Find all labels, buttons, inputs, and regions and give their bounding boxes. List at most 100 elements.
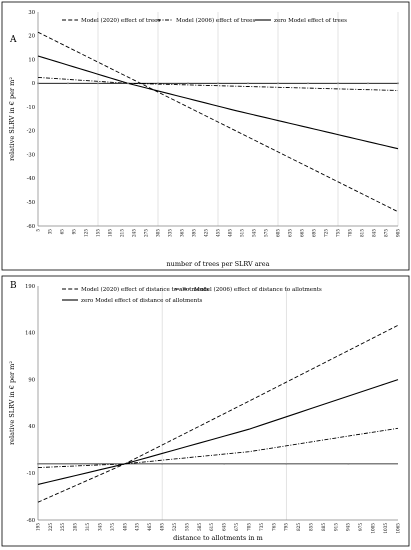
y-tick-label: -60 [27, 518, 35, 524]
y-tick-label: 10 [28, 57, 35, 63]
legend-label: zero Model effect of trees [274, 18, 347, 24]
x-tick-label: 605 [275, 229, 280, 237]
x-tick-label: 405 [122, 523, 127, 531]
series-line [37, 427, 399, 469]
x-axis-label: distance to allotments in m [173, 534, 263, 542]
x-tick-label: 275 [143, 229, 148, 237]
x-tick-label: 375 [110, 523, 115, 531]
y-tick-label: -50 [27, 200, 35, 206]
x-tick-label: 545 [251, 229, 256, 237]
x-tick-label: 1035 [383, 523, 388, 534]
x-tick-label: 305 [155, 229, 160, 237]
y-tick-label: -10 [27, 471, 35, 477]
x-tick-label: 615 [209, 523, 214, 531]
series-marker [223, 463, 226, 465]
x-tick-label: 695 [311, 229, 316, 237]
series-marker [67, 82, 69, 85]
x-tick-label: 885 [321, 523, 326, 531]
x-tick-label: 465 [147, 523, 152, 531]
y-tick-label: 190 [25, 284, 35, 290]
y-tick-label: -20 [27, 129, 35, 135]
x-tick-label: 345 [97, 523, 102, 531]
y-tick-label: -60 [27, 224, 35, 230]
y-tick-label: 30 [28, 10, 35, 16]
x-tick-label: 495 [160, 523, 165, 531]
x-tick-label: 365 [179, 229, 184, 237]
x-axis-label: number of trees per SLRV area [167, 260, 270, 268]
y-tick-label: 40 [28, 424, 35, 430]
legend-label: Model (2006) effect of distance to allot… [194, 286, 322, 293]
x-tick-label: 555 [184, 523, 189, 531]
x-tick-label: 515 [239, 229, 244, 237]
series-marker [285, 463, 288, 465]
x-tick-label: 5 [35, 229, 40, 232]
x-tick-label: 705 [246, 523, 251, 531]
y-axis-label: relative SLRV in € per m² [8, 77, 16, 161]
series-marker [157, 82, 159, 85]
series-marker [217, 82, 219, 85]
x-tick-label: 425 [203, 229, 208, 237]
x-tick-label: 485 [227, 229, 232, 237]
panel-frame [1, 1, 410, 271]
legend-label: Model (2020) effect of trees [81, 17, 160, 24]
x-tick-label: 455 [215, 229, 220, 237]
x-tick-label: 845 [371, 229, 376, 237]
y-axis-label: relative SLRV in € per m² [8, 361, 16, 445]
series-line [37, 55, 399, 150]
x-tick-label: 945 [346, 523, 351, 531]
x-tick-label: 645 [222, 523, 227, 531]
x-tick-label: 825 [296, 523, 301, 531]
x-tick-label: 395 [191, 229, 196, 237]
x-tick-label: 725 [323, 229, 328, 237]
y-tick-label: 20 [28, 34, 35, 40]
x-tick-label: 245 [131, 229, 136, 237]
x-tick-label: 255 [60, 523, 65, 531]
series-marker [397, 82, 399, 85]
x-tick-label: 675 [234, 523, 239, 531]
x-tick-label: 215 [119, 229, 124, 237]
x-tick-label: 225 [48, 523, 53, 531]
panel-letter: A [9, 35, 17, 45]
x-tick-label: 815 [359, 229, 364, 237]
panel-letter: B [10, 281, 17, 291]
series-marker [37, 463, 39, 465]
x-tick-label: 65 [59, 229, 64, 235]
x-tick-label: 435 [135, 523, 140, 531]
series-marker [161, 463, 163, 465]
series-marker [307, 82, 309, 85]
series-marker [187, 82, 189, 85]
x-tick-label: 315 [85, 523, 90, 531]
x-tick-label: 335 [167, 229, 172, 237]
series-marker [277, 82, 279, 85]
x-tick-label: 765 [271, 523, 276, 531]
y-tick-label: 90 [28, 377, 35, 383]
x-tick-label: 915 [333, 523, 338, 531]
x-tick-label: 1005 [371, 523, 376, 534]
y-tick-label: -40 [27, 176, 35, 182]
series-marker [367, 82, 369, 85]
x-tick-label: 665 [299, 229, 304, 237]
y-tick-label: 0 [32, 81, 35, 87]
series-marker [97, 82, 99, 85]
x-tick-label: 855 [309, 523, 314, 531]
x-tick-label: 975 [358, 523, 363, 531]
y-tick-label: -30 [27, 152, 35, 158]
x-tick-label: 185 [107, 229, 112, 237]
series-line [37, 324, 399, 503]
x-tick-label: 755 [335, 229, 340, 237]
x-tick-label: 95 [71, 229, 76, 235]
legend-label: zero Model effect of distance of allotme… [81, 298, 202, 304]
series-line [37, 31, 399, 213]
series-marker [99, 463, 101, 465]
x-tick-label: 585 [197, 523, 202, 531]
legend-label: Model (2006) effect of trees [176, 17, 255, 24]
series-line [37, 379, 399, 485]
x-tick-label: 1065 [395, 523, 400, 534]
x-tick-label: 195 [35, 523, 40, 531]
x-tick-label: 875 [383, 229, 388, 237]
x-tick-label: 735 [259, 523, 264, 531]
legend-label: Model (2020) effect of distance to allot… [81, 286, 209, 293]
